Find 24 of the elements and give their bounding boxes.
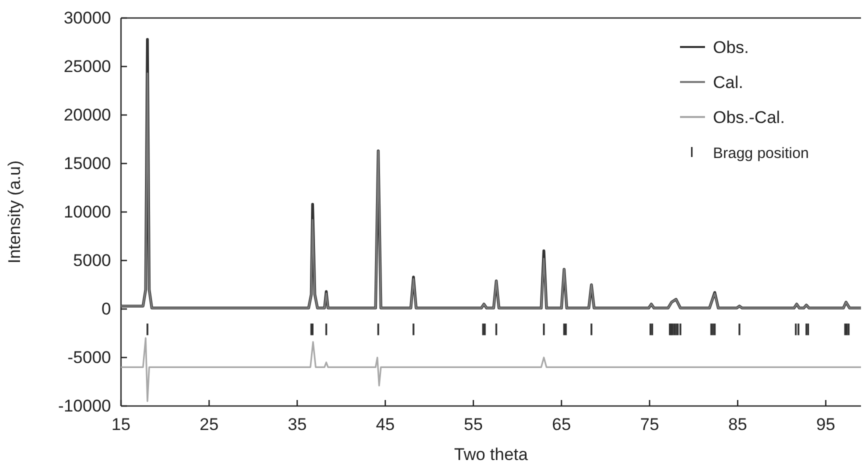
y-tick-label: -10000: [58, 396, 111, 416]
x-tick-label: 45: [376, 415, 395, 434]
y-tick-label: 10000: [64, 202, 111, 222]
y-tick-label: -5000: [68, 348, 111, 367]
y-tick-label: 30000: [64, 8, 111, 28]
x-tick-label: 85: [728, 415, 748, 434]
y-tick-label: 0: [102, 299, 111, 318]
y-tick-label: 20000: [64, 105, 111, 124]
x-tick-label: 15: [112, 415, 130, 434]
x-tick-label: 65: [552, 415, 571, 434]
x-tick-label: 25: [200, 415, 219, 434]
legend-label: Cal.: [713, 73, 744, 92]
y-tick-label: 5000: [73, 250, 111, 270]
x-tick-label: 95: [816, 415, 836, 434]
legend-label: Bragg position: [713, 145, 809, 162]
legend-label: Obs.-Cal.: [713, 108, 785, 127]
x-tick-label: 55: [464, 415, 483, 434]
legend-label: Obs.: [713, 38, 749, 57]
x-tick-label: 75: [640, 415, 660, 434]
y-tick-label: 25000: [64, 56, 111, 76]
y-axis-title: Intensity (a.u): [5, 160, 24, 264]
x-axis-title: Two theta: [454, 445, 528, 464]
x-tick-label: 35: [288, 415, 307, 434]
y-tick-label: 15000: [64, 154, 111, 173]
